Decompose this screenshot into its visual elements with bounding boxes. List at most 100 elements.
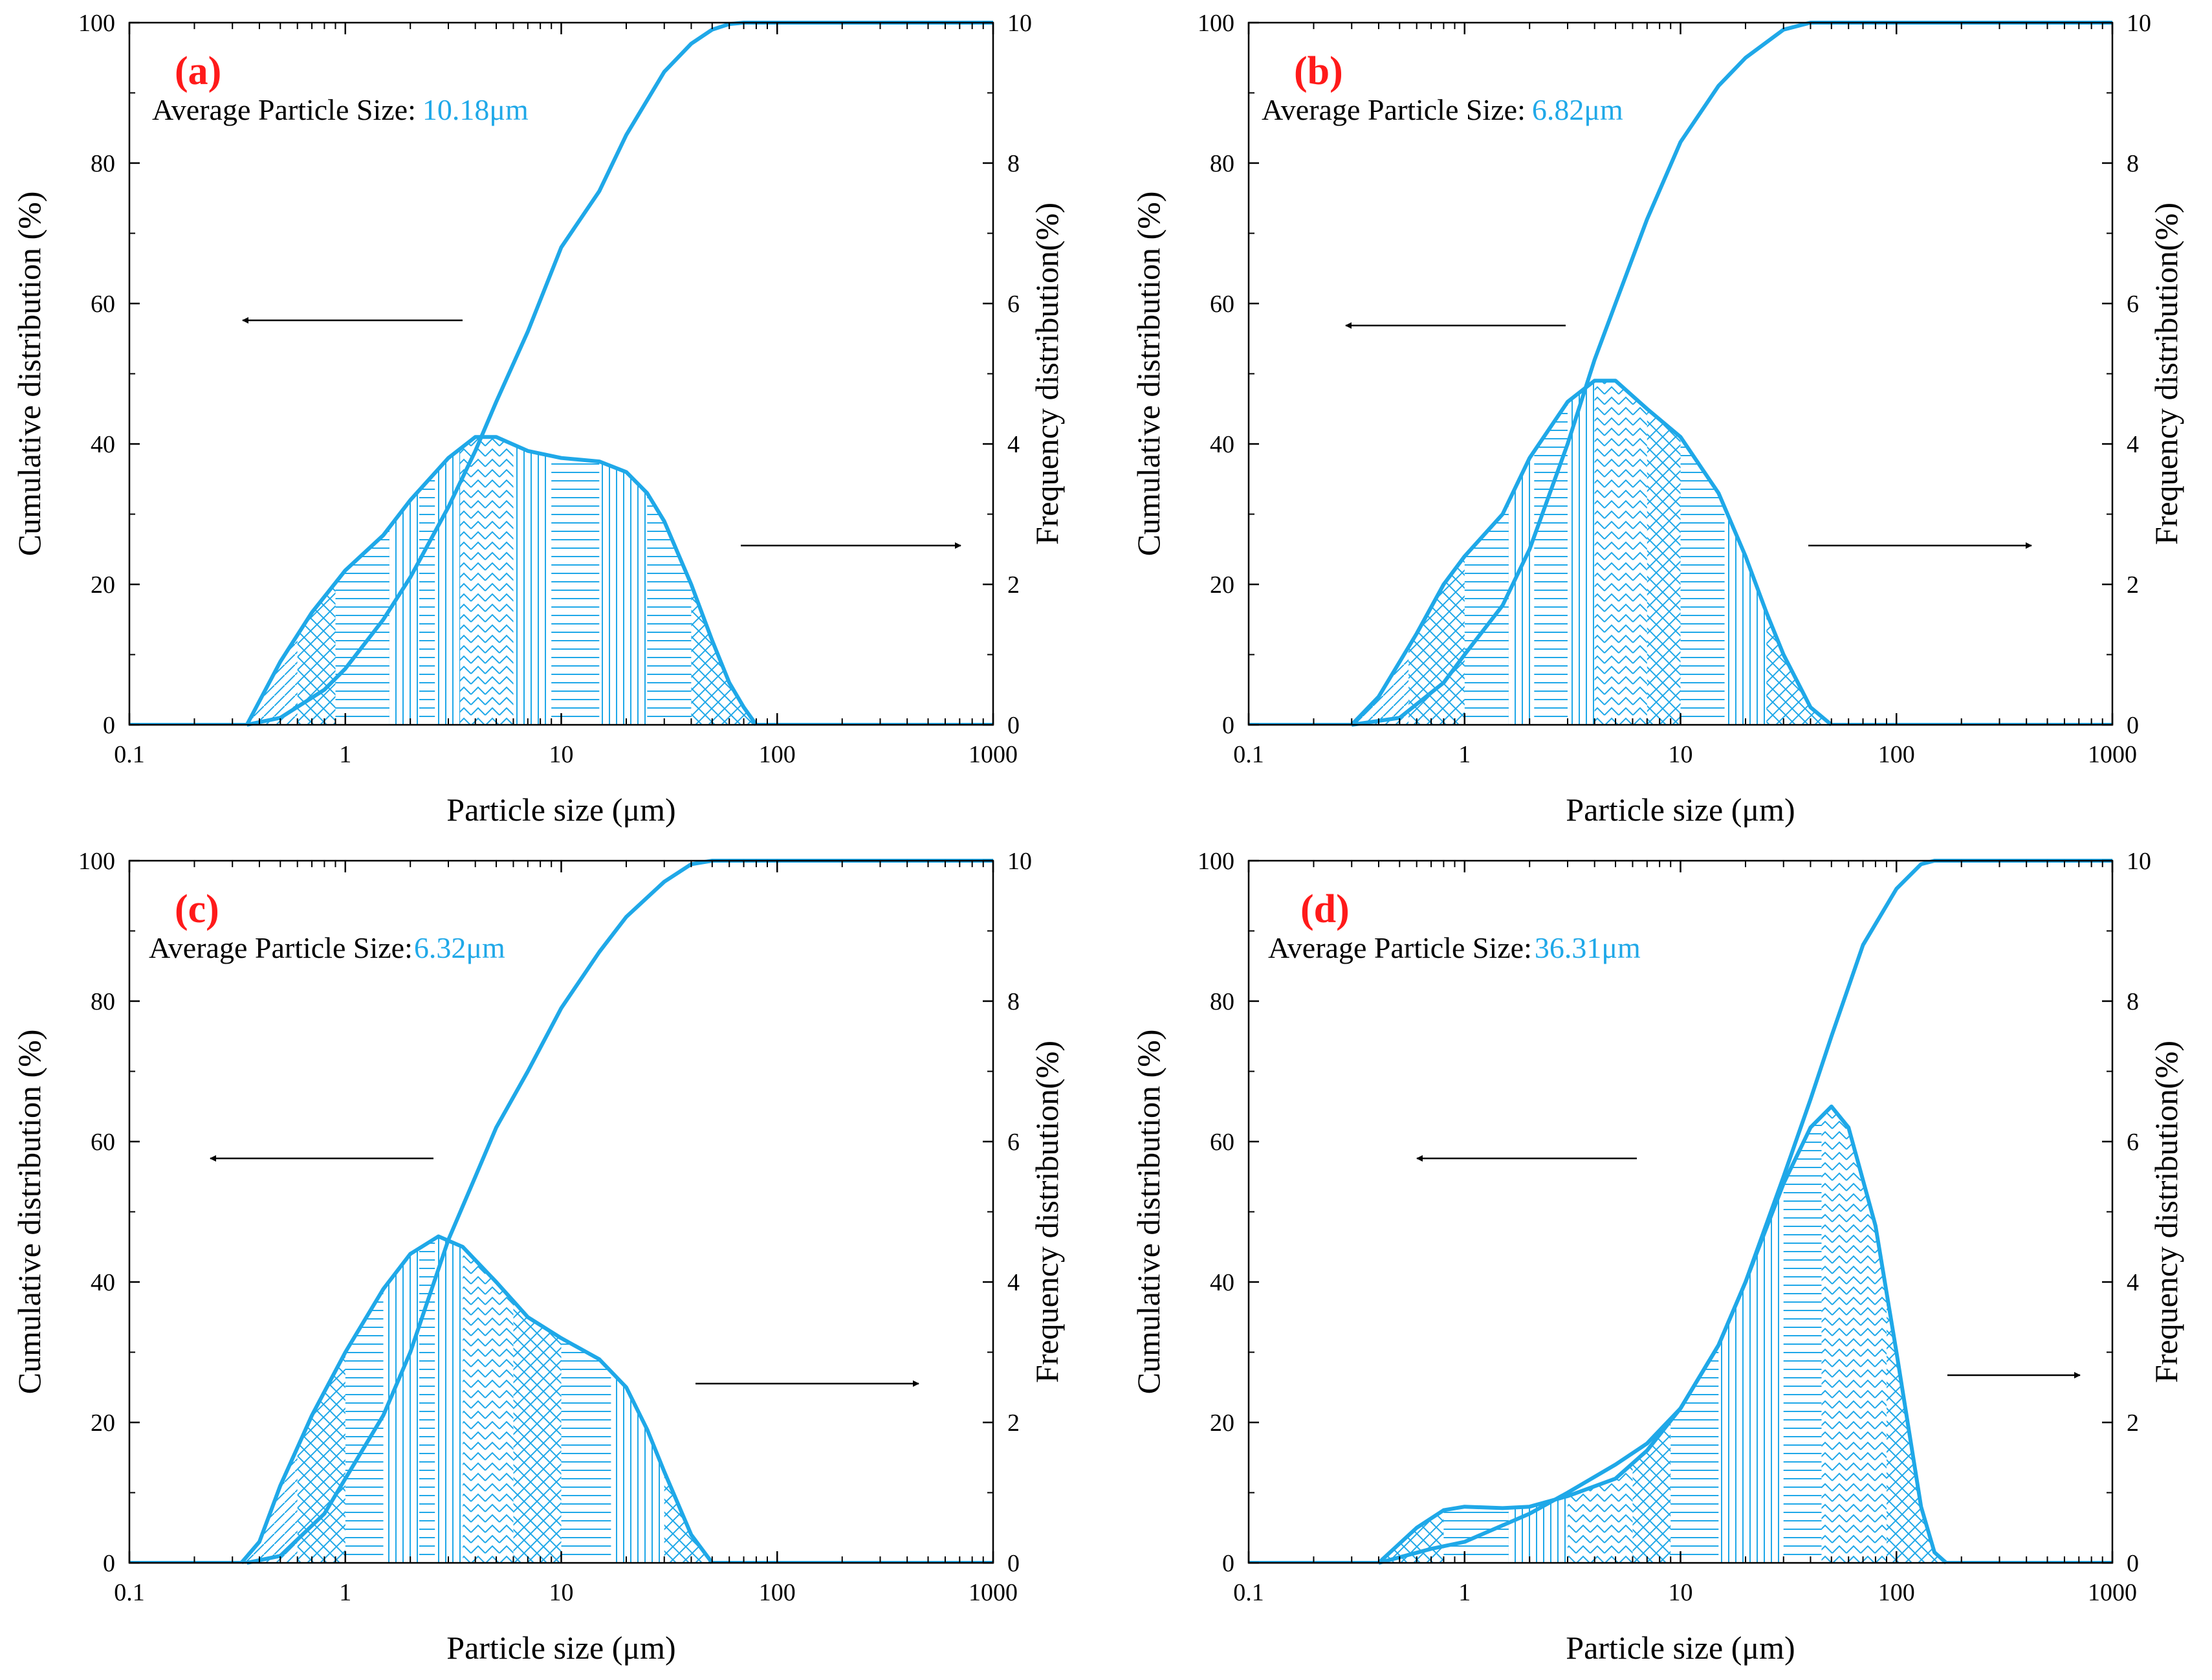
x-axis-title: Particle size (μm) bbox=[446, 791, 675, 828]
hatch-band bbox=[599, 461, 648, 725]
y-right-tick-label: 6 bbox=[1007, 291, 1020, 318]
hatch-band bbox=[1508, 451, 1535, 725]
hatch-band bbox=[435, 1237, 463, 1563]
frequency-hatch-bands bbox=[246, 437, 756, 725]
y-left-tick-label: 100 bbox=[1198, 10, 1234, 37]
hatch-band bbox=[1821, 1107, 1887, 1563]
y-axis-right: 0 2 4 6 8 10 bbox=[2102, 848, 2151, 1577]
average-label: Average Particle Size: bbox=[152, 93, 416, 126]
hatch-band bbox=[1887, 1292, 1947, 1563]
hatch-band bbox=[297, 1352, 345, 1563]
x-tick-label: 1000 bbox=[969, 1579, 1018, 1606]
x-tick-label: 0.1 bbox=[114, 1579, 145, 1606]
average-label: Average Particle Size: bbox=[1262, 93, 1526, 126]
y-axis-left: 0 20 40 60 80 100 bbox=[1198, 10, 1259, 739]
y-axis-title-right: Frequency distribution(%) bbox=[2148, 203, 2184, 545]
average-value: 36.31μm bbox=[1535, 931, 1641, 964]
panel-c: 0.1 1 10 100 10000204060801000246810Particle… bbox=[11, 848, 1065, 1666]
y-right-tick-label: 8 bbox=[2127, 988, 2139, 1015]
x-tick-label: 1 bbox=[1458, 741, 1471, 768]
y-left-tick-label: 60 bbox=[1210, 1129, 1234, 1156]
x-tick-label: 1 bbox=[1458, 1579, 1471, 1606]
y-axis-left: 0 20 40 60 80 100 bbox=[78, 10, 140, 739]
y-left-tick-label: 20 bbox=[91, 1409, 115, 1437]
y-left-tick-label: 40 bbox=[91, 1269, 115, 1296]
hatch-band bbox=[335, 527, 389, 725]
y-right-tick-label: 2 bbox=[2127, 1409, 2139, 1437]
y-left-tick-label: 100 bbox=[78, 10, 115, 37]
y-axis-right: 0 2 4 6 8 10 bbox=[983, 848, 1032, 1577]
average-particle-size: Average Particle Size: 6.82μm bbox=[1262, 93, 1623, 126]
average-value: 6.82μm bbox=[1532, 93, 1623, 126]
y-left-tick-label: 40 bbox=[1210, 431, 1234, 458]
average-particle-size: Average Particle Size:6.32μm bbox=[149, 931, 505, 964]
x-tick-label: 10 bbox=[549, 1579, 574, 1606]
y-axis-title-right: Frequency distribution(%) bbox=[2148, 1041, 2184, 1383]
frequency-distribution-line bbox=[239, 1234, 714, 1564]
x-tick-label: 100 bbox=[759, 741, 796, 768]
y-right-tick-label: 8 bbox=[2127, 150, 2139, 177]
y-right-tick-label: 10 bbox=[1007, 10, 1032, 37]
y-right-tick-label: 8 bbox=[1007, 150, 1020, 177]
average-label: Average Particle Size: bbox=[1268, 931, 1532, 964]
x-tick-label: 1 bbox=[339, 1579, 351, 1606]
hatch-band bbox=[1783, 1116, 1822, 1563]
hatch-band bbox=[691, 584, 756, 725]
panel-label: (b) bbox=[1294, 49, 1343, 93]
y-axis-title-right: Frequency distribution(%) bbox=[1029, 1041, 1065, 1383]
average-particle-size: Average Particle Size: 10.18μm bbox=[152, 93, 529, 126]
hatch-band bbox=[1534, 401, 1568, 725]
x-tick-label: 100 bbox=[759, 1579, 796, 1606]
hatch-band bbox=[1508, 1496, 1568, 1563]
x-axis: 0.1 1 10 100 1000 bbox=[114, 23, 1018, 768]
y-left-tick-label: 60 bbox=[91, 1129, 115, 1156]
hatch-band bbox=[419, 472, 435, 725]
y-right-tick-label: 0 bbox=[1007, 712, 1020, 739]
hatch-band bbox=[1724, 507, 1767, 725]
panel-a: 0.1 1 10 100 10000204060801000246810Particle… bbox=[11, 10, 1065, 828]
y-left-tick-label: 40 bbox=[1210, 1269, 1234, 1296]
y-left-tick-label: 0 bbox=[103, 712, 115, 739]
y-right-tick-label: 4 bbox=[2127, 1269, 2139, 1296]
x-tick-label: 1 bbox=[339, 741, 351, 768]
hatch-band bbox=[1464, 502, 1509, 725]
x-tick-label: 10 bbox=[549, 741, 574, 768]
y-left-tick-label: 80 bbox=[1210, 150, 1234, 177]
panel-d: 0.1 1 10 100 10000204060801000246810Particle… bbox=[1130, 848, 2184, 1666]
hatch-band bbox=[1568, 1463, 1633, 1563]
frequency-hatch-bands bbox=[241, 1237, 712, 1563]
y-right-tick-label: 0 bbox=[1007, 1550, 1020, 1577]
panel-label: (c) bbox=[175, 887, 219, 931]
cumulative-distribution-line bbox=[246, 859, 993, 1565]
y-axis-title-left: Cumulative distribution (%) bbox=[1130, 1030, 1166, 1395]
hatch-band bbox=[513, 1301, 562, 1563]
hatch-band bbox=[551, 456, 600, 725]
frequency-distribution-line bbox=[1350, 379, 1833, 727]
x-tick-label: 10 bbox=[1669, 1579, 1693, 1606]
x-tick-label: 0.1 bbox=[1233, 1579, 1264, 1606]
y-axis-right: 0 2 4 6 8 10 bbox=[983, 10, 1032, 739]
y-axis-title-left: Cumulative distribution (%) bbox=[11, 1030, 47, 1395]
frequency-distribution-line bbox=[245, 435, 758, 726]
y-left-tick-label: 100 bbox=[78, 848, 115, 875]
y-left-tick-label: 20 bbox=[91, 571, 115, 599]
hatch-band bbox=[664, 1472, 712, 1563]
hatch-band bbox=[513, 444, 552, 725]
y-right-tick-label: 2 bbox=[2127, 571, 2139, 599]
y-right-tick-label: 4 bbox=[1007, 1269, 1020, 1296]
x-tick-label: 100 bbox=[1878, 1579, 1915, 1606]
x-axis: 0.1 1 10 100 1000 bbox=[1233, 23, 2137, 768]
y-right-tick-label: 6 bbox=[2127, 1129, 2139, 1156]
x-tick-label: 1000 bbox=[969, 741, 1018, 768]
y-left-tick-label: 80 bbox=[1210, 988, 1234, 1015]
x-tick-label: 1000 bbox=[2088, 741, 2137, 768]
y-right-tick-label: 6 bbox=[1007, 1129, 1020, 1156]
y-right-tick-label: 4 bbox=[2127, 431, 2139, 458]
y-left-tick-label: 80 bbox=[91, 150, 115, 177]
hatch-band bbox=[463, 1246, 514, 1563]
x-axis-title: Particle size (μm) bbox=[1566, 791, 1795, 828]
average-value: 6.32μm bbox=[414, 931, 505, 964]
frequency-hatch-bands bbox=[1352, 381, 1832, 725]
hatch-band bbox=[611, 1371, 664, 1563]
cumulative-distribution-line bbox=[246, 21, 993, 727]
